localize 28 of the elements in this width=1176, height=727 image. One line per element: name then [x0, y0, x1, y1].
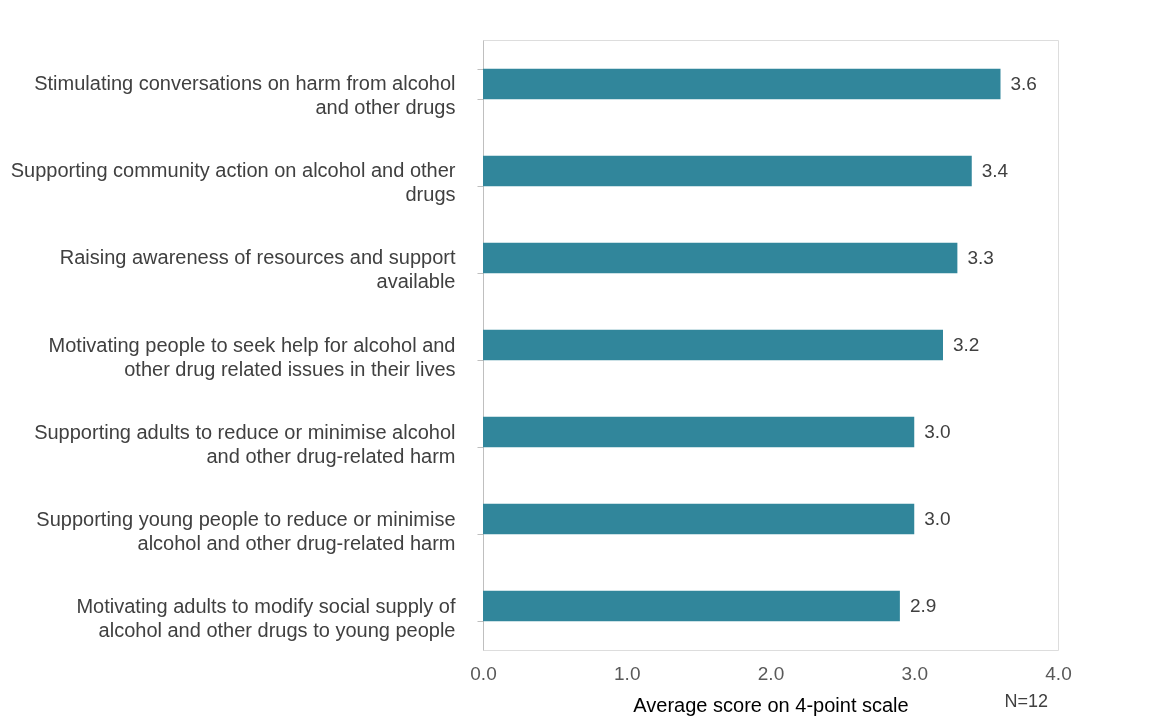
bar [483, 590, 900, 622]
y-tick-label: Supporting adults to reduce or minimise alcohol and other drug-related harm [34, 420, 456, 467]
bar [483, 242, 958, 274]
data-label: 3.6 [1010, 72, 1037, 94]
y-tick-label: Stimulating conversations on harm from alcohol and other drugs [34, 72, 456, 119]
x-tick-label: 3.0 [901, 662, 928, 684]
x-tick-label: 4.0 [1045, 662, 1072, 684]
data-label: 3.0 [924, 508, 951, 530]
x-tick-label: 2.0 [757, 662, 785, 684]
x-tick-label: 0.0 [470, 662, 497, 684]
y-tick-label: Motivating adults to modify social supply of alcohol and other drugs to young people [76, 594, 456, 641]
y-tick-label: Supporting community action on alcohol and other drugs [10, 159, 456, 206]
y-tick-label: Motivating people to seek help for alcohol and other drug related issues in their lives [48, 333, 456, 380]
x-tick-label: 1.0 [614, 662, 641, 684]
bar [483, 68, 1001, 100]
data-label: 2.9 [909, 595, 937, 617]
y-tick-label: Supporting young people to reduce or minimise alcohol and other drug-related harm [36, 507, 456, 554]
data-label: 3.3 [967, 246, 994, 268]
data-label: 3.2 [953, 334, 980, 355]
x-axis-title: Average score on 4-point scale [633, 693, 909, 716]
data-label: 3.0 [924, 421, 951, 443]
y-tick-label: Raising awareness of resources and support available [59, 246, 456, 293]
bar [483, 416, 915, 448]
bar [483, 503, 915, 535]
bar [483, 329, 943, 361]
bar [483, 155, 972, 187]
data-label: 3.4 [981, 159, 1009, 181]
text: N=12 [1004, 691, 1048, 711]
